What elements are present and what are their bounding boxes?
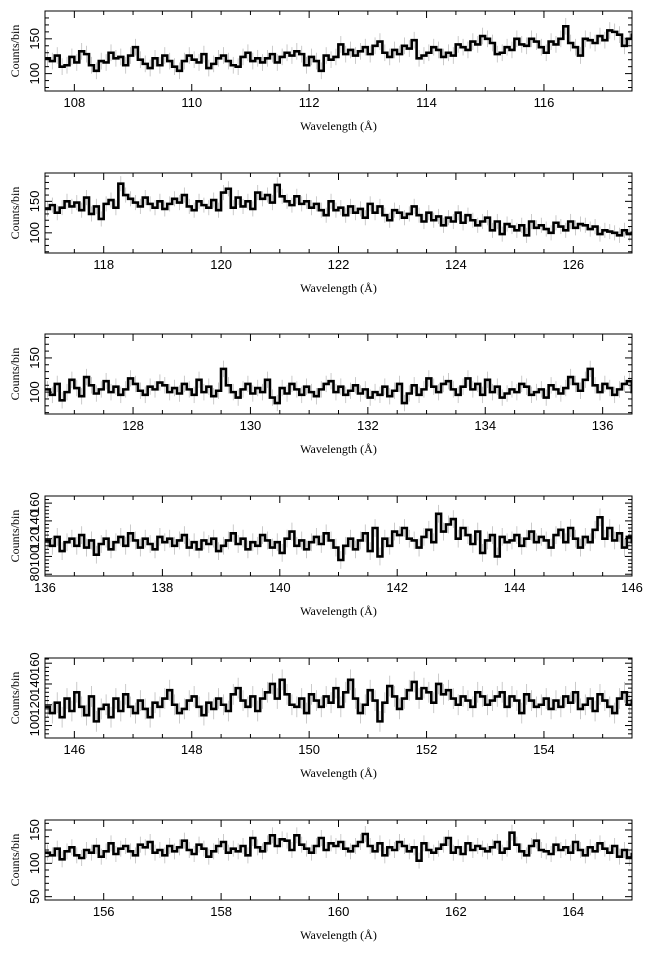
spectrum-line [45,182,632,237]
y-tick-label: 120 [27,694,42,716]
x-tick-label: 150 [298,742,320,757]
plot-area [45,504,632,569]
x-tick-label: 130 [240,418,262,433]
plot-area [45,176,632,243]
spectrum-line [45,367,632,405]
x-tick-label: 132 [357,418,379,433]
y-tick-label: 100 [27,222,42,244]
y-tick-label: 140 [27,673,42,695]
y-tick-label: 150 [27,28,42,50]
x-tick-label: 160 [328,904,350,919]
x-tick-label: 122 [328,257,350,272]
x-tick-label: 120 [210,257,232,272]
x-axis-title: Wavelength (Å) [300,281,377,295]
y-tick-label: 100 [27,715,42,737]
x-tick-label: 148 [181,742,203,757]
y-axis-title: Counts/bin [8,348,22,401]
y-tick-label: 100 [27,381,42,403]
y-tick-label: 150 [27,819,42,841]
spectrum-line [45,25,632,73]
x-tick-label: 116 [534,95,555,110]
y-tick-label: 140 [27,510,42,532]
x-axis-title: Wavelength (Å) [300,928,377,942]
spectrum-panel-2: 118 120 122 124 126 100 150 Wavelength (Å) Count… [8,172,633,295]
y-tick-label: 160 [27,492,42,514]
x-tick-label: 124 [445,257,467,272]
x-tick-label: 162 [445,904,467,919]
plot-frame [44,819,633,901]
y-axis-title: Counts/bin [8,25,22,78]
plot-area [45,824,632,869]
plot-frame [44,172,633,254]
y-tick-label: 100 [27,63,42,85]
x-tick-label: 146 [63,742,85,757]
x-tick-label: 144 [504,580,526,595]
plot-area [45,360,632,412]
x-tick-label: 158 [210,904,232,919]
x-tick-label: 156 [93,904,115,919]
x-tick-label: 136 [592,418,614,433]
spectrum-panel-4: 136 138 140 142 144 14680100120140160Waveleng… [8,492,643,618]
x-axis-title: Wavelength (Å) [300,766,377,780]
x-tick-label: 134 [474,418,496,433]
y-tick-label: 150 [27,190,42,212]
spectrum-panel-1: 108 110 112 114 116 100 150 Wavelength (Å) Count… [8,10,633,133]
y-axis-title: Counts/bin [8,510,22,563]
spectrum-line [45,831,632,862]
x-axis-title: Wavelength (Å) [300,604,377,618]
x-tick-label: 112 [299,95,320,110]
x-tick-label: 126 [562,257,584,272]
x-tick-label: 114 [416,95,437,110]
x-tick-label: 154 [533,742,555,757]
x-tick-label: 108 [63,95,85,110]
y-axis-title: Counts/bin [8,834,22,887]
x-tick-label: 128 [122,418,144,433]
spectrum-line [45,678,632,723]
y-tick-label: 120 [27,528,42,550]
x-tick-label: 110 [181,95,202,110]
plot-area [45,17,632,80]
x-axis-title: Wavelength (Å) [300,119,377,133]
spectrum-panel-3: 128 130 132 134 136 100 150 Wavelength (Å) Count… [8,333,633,456]
spectrum-panel-6: 156 158 160 162 164 50 100 150 Wavelength (Å) Cou… [8,819,633,942]
x-tick-label: 146 [621,580,643,595]
x-axis-title: Wavelength (Å) [300,442,377,456]
y-axis-title: Counts/bin [8,187,22,240]
x-tick-label: 136 [34,580,56,595]
x-tick-label: 164 [562,904,584,919]
x-tick-label: 140 [269,580,291,595]
y-tick-label: 160 [27,652,42,674]
plot-frame [44,333,633,415]
x-tick-label: 138 [152,580,174,595]
y-tick-label: 100 [27,852,42,874]
plot-area [45,669,632,732]
y-axis-title: Counts/bin [8,672,22,725]
y-tick-label: 150 [27,347,42,369]
x-tick-label: 118 [93,257,114,272]
y-tick-label: 80 [27,567,42,581]
y-tick-label: 50 [27,889,42,903]
y-tick-label: 100 [27,546,42,568]
spectrum-line [45,512,632,562]
x-tick-label: 142 [386,580,408,595]
x-tick-label: 152 [416,742,438,757]
